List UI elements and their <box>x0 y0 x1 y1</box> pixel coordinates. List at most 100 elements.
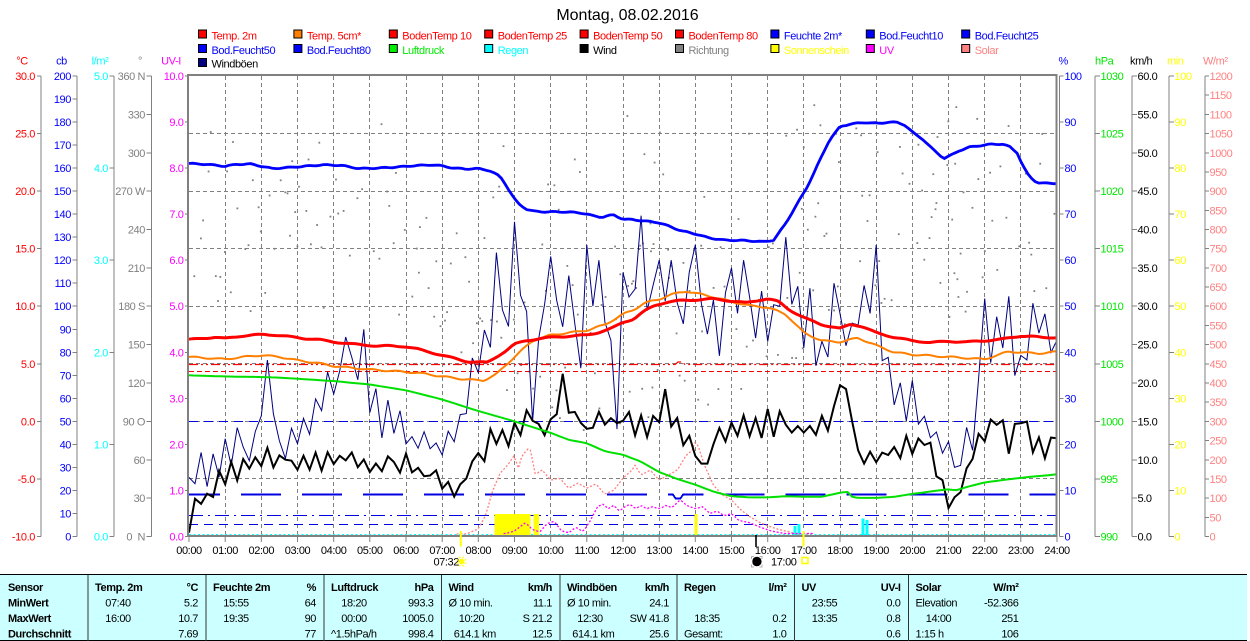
svg-text:1020: 1020 <box>1101 186 1124 198</box>
svg-text:40: 40 <box>60 439 72 451</box>
svg-text:UV: UV <box>802 582 818 594</box>
svg-text:Wind: Wind <box>449 582 474 594</box>
svg-text:11:00: 11:00 <box>574 545 599 557</box>
svg-text:90: 90 <box>1175 117 1187 129</box>
svg-text:200: 200 <box>54 71 71 83</box>
svg-text:%: % <box>1059 56 1069 68</box>
svg-text:550: 550 <box>1210 320 1227 332</box>
svg-text:20.0: 20.0 <box>15 186 35 198</box>
svg-text:-5.0: -5.0 <box>18 474 36 486</box>
svg-text:240: 240 <box>128 225 145 237</box>
svg-text:251: 251 <box>1001 613 1018 625</box>
svg-text:19:00: 19:00 <box>863 545 889 557</box>
svg-text:16:00: 16:00 <box>105 613 131 625</box>
svg-text:MinWert: MinWert <box>8 598 49 610</box>
svg-text:l/m²: l/m² <box>92 56 109 68</box>
svg-text:1.0: 1.0 <box>94 439 108 451</box>
svg-text:30.0: 30.0 <box>15 71 35 83</box>
svg-text:100: 100 <box>1065 71 1082 83</box>
svg-text:-52.366: -52.366 <box>984 598 1019 610</box>
svg-text:650: 650 <box>1210 282 1227 294</box>
svg-text:20: 20 <box>1065 439 1077 451</box>
svg-text:00:00: 00:00 <box>176 545 202 557</box>
svg-text:3.0: 3.0 <box>94 255 108 267</box>
svg-text:2.0: 2.0 <box>169 439 183 451</box>
svg-text:07:40: 07:40 <box>105 598 131 610</box>
svg-text:350: 350 <box>1210 397 1227 409</box>
svg-text:0.2: 0.2 <box>772 613 786 625</box>
svg-text:0.0: 0.0 <box>1138 532 1152 544</box>
svg-text:995: 995 <box>1101 474 1118 486</box>
svg-text:1005.0: 1005.0 <box>402 613 434 625</box>
svg-text:-10.0: -10.0 <box>12 532 35 544</box>
svg-text:12.5: 12.5 <box>532 629 552 641</box>
svg-text:40: 40 <box>1065 347 1077 359</box>
svg-text:0.0: 0.0 <box>169 532 183 544</box>
svg-text:20: 20 <box>1175 439 1187 451</box>
svg-text:Feuchte 2m*: Feuchte 2m* <box>784 31 843 43</box>
svg-text:25.6: 25.6 <box>649 629 669 641</box>
svg-text:200: 200 <box>1210 455 1227 467</box>
svg-text:Regen: Regen <box>684 582 716 594</box>
svg-text:08:00: 08:00 <box>466 545 492 557</box>
svg-text:1.0: 1.0 <box>772 629 786 641</box>
svg-text:50: 50 <box>1065 301 1077 313</box>
svg-text:2.0: 2.0 <box>94 347 108 359</box>
svg-text:5.0: 5.0 <box>21 359 35 371</box>
svg-text:km/h: km/h <box>645 582 670 594</box>
svg-text:17:00: 17:00 <box>791 545 817 557</box>
svg-text:150: 150 <box>1210 474 1227 486</box>
svg-text:998.4: 998.4 <box>408 629 434 641</box>
svg-text:Richtung: Richtung <box>689 45 729 57</box>
svg-text:5.0: 5.0 <box>1138 493 1152 505</box>
svg-text:600: 600 <box>1210 301 1227 313</box>
svg-text:BodenTemp 25: BodenTemp 25 <box>498 31 567 43</box>
svg-text:30.0: 30.0 <box>1138 301 1158 313</box>
svg-text:990: 990 <box>1101 532 1118 544</box>
svg-text:%: % <box>307 582 317 594</box>
svg-text:15.0: 15.0 <box>15 244 35 256</box>
svg-text:30: 30 <box>134 493 146 505</box>
svg-text:270 W: 270 W <box>115 186 146 198</box>
svg-text:Windböen: Windböen <box>212 59 259 71</box>
svg-text:1010: 1010 <box>1101 301 1124 313</box>
svg-text:1000: 1000 <box>1210 148 1233 160</box>
svg-text:60: 60 <box>134 455 146 467</box>
svg-text:40.0: 40.0 <box>1138 225 1158 237</box>
svg-text:09:00: 09:00 <box>502 545 528 557</box>
svg-text:23:00: 23:00 <box>1008 545 1034 557</box>
svg-text:35.0: 35.0 <box>1138 263 1158 275</box>
svg-text:950: 950 <box>1210 167 1227 179</box>
svg-text:24.1: 24.1 <box>649 598 669 610</box>
svg-text:05:00: 05:00 <box>357 545 383 557</box>
svg-text:30: 30 <box>1065 393 1077 405</box>
svg-text:106: 106 <box>1001 629 1018 641</box>
svg-text:250: 250 <box>1210 436 1227 448</box>
svg-text:50: 50 <box>1210 512 1222 524</box>
svg-text:Ø 10 min.: Ø 10 min. <box>567 598 611 610</box>
svg-text:3.0: 3.0 <box>169 393 183 405</box>
svg-text:18:00: 18:00 <box>827 545 853 557</box>
svg-text:Bod.Feucht25: Bod.Feucht25 <box>975 31 1039 43</box>
svg-text:02:00: 02:00 <box>249 545 275 557</box>
svg-text:150: 150 <box>54 186 71 198</box>
svg-text:130: 130 <box>54 232 71 244</box>
svg-text:Montag, 08.02.2016: Montag, 08.02.2016 <box>556 7 698 24</box>
svg-text:7.69: 7.69 <box>178 629 198 641</box>
svg-text:W/m²: W/m² <box>1203 56 1228 68</box>
svg-text:1:15 h: 1:15 h <box>916 629 944 641</box>
svg-text:hPa: hPa <box>1095 56 1115 68</box>
svg-text:70: 70 <box>1065 209 1077 221</box>
svg-text:170: 170 <box>54 140 71 152</box>
svg-text:km/h: km/h <box>528 582 553 594</box>
svg-text:17:00: 17:00 <box>771 557 797 569</box>
svg-text:UV: UV <box>879 45 895 57</box>
svg-text:21:00: 21:00 <box>936 545 962 557</box>
svg-text:00:00: 00:00 <box>341 613 367 625</box>
svg-text:cb: cb <box>56 56 67 68</box>
svg-text:330: 330 <box>128 109 145 121</box>
svg-text:190: 190 <box>54 94 71 106</box>
svg-text:10: 10 <box>60 509 72 521</box>
svg-text:800: 800 <box>1210 225 1227 237</box>
svg-text:45.0: 45.0 <box>1138 186 1158 198</box>
